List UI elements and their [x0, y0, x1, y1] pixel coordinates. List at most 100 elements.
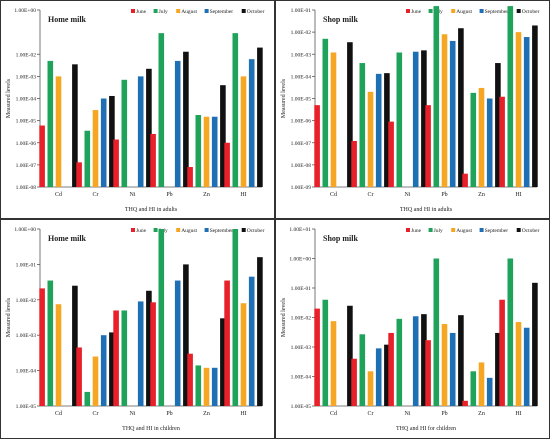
- y-tick-label: 1.00E-05: [16, 404, 37, 410]
- bar-october-cd: [72, 64, 78, 187]
- legend-label: July: [434, 228, 443, 234]
- legend-swatch: [516, 228, 521, 232]
- bar-october-ni: [421, 314, 427, 406]
- bar-october-cr: [109, 332, 115, 406]
- chart-title: Shop milk: [323, 15, 358, 24]
- bar-june-cd: [39, 125, 45, 187]
- bar-june-pb: [150, 302, 156, 406]
- legend-swatch: [204, 9, 209, 13]
- x-tick-label: Pb: [441, 411, 447, 417]
- bar-august-cd: [55, 304, 62, 406]
- y-axis-label: Measured levels: [6, 78, 12, 118]
- bar-june-zn: [462, 173, 468, 187]
- bar-october-cr: [384, 73, 390, 187]
- bar-august-cd: [330, 321, 337, 406]
- legend-swatch: [241, 228, 246, 232]
- legend-swatch: [153, 9, 158, 13]
- x-tick-label: Zn: [478, 192, 485, 198]
- bar-september-pb: [174, 280, 181, 406]
- bar-september-hi: [248, 59, 255, 188]
- bar-october-pb: [458, 315, 464, 406]
- x-axis-label: THQ and HI in children: [122, 426, 180, 432]
- legend-swatch: [406, 228, 410, 232]
- legend-swatch: [516, 9, 521, 13]
- bar-october-ni: [146, 290, 152, 406]
- bar-june-zn: [462, 400, 468, 406]
- y-axis-label: Measured levels: [281, 297, 287, 337]
- legend-swatch: [479, 9, 484, 13]
- x-tick-label: Cr: [368, 411, 374, 417]
- legend-label: August: [181, 228, 197, 234]
- chart-title: Shop milk: [323, 234, 358, 243]
- y-tick-label: 1.00E-01: [291, 286, 312, 292]
- bar-october-pb: [458, 28, 464, 188]
- bar-september-cr: [375, 73, 382, 187]
- legend-swatch: [176, 9, 181, 13]
- bar-june-zn: [187, 167, 193, 187]
- bar-october-pb: [183, 264, 189, 406]
- legend-swatch: [451, 228, 456, 232]
- x-tick-label: Pb: [166, 411, 172, 417]
- bar-october-pb: [183, 51, 189, 187]
- bar-september-hi: [523, 37, 530, 188]
- bar-september-ni: [412, 316, 419, 406]
- legend-label: October: [522, 228, 540, 234]
- x-axis-label: THQ and HI for children: [396, 425, 456, 432]
- bar-september-zn: [211, 367, 218, 406]
- legend-swatch: [176, 228, 181, 232]
- y-tick-label: 1.00E-04: [16, 369, 37, 375]
- bar-august-cr: [92, 110, 99, 187]
- bar-july-cr: [359, 334, 366, 406]
- y-tick-label: 1.00E-02: [16, 298, 37, 304]
- bar-september-cr: [100, 335, 107, 406]
- bar-august-hi: [515, 32, 522, 187]
- bar-july-pb: [158, 33, 165, 187]
- bar-june-cd: [314, 105, 320, 187]
- legend-label: September: [485, 228, 509, 234]
- x-tick-label: Ni: [130, 411, 136, 417]
- y-tick-label: 1.00E-08: [16, 185, 37, 191]
- y-tick-label: 1.00E-06: [16, 141, 37, 147]
- bar-september-ni: [412, 51, 419, 187]
- x-tick-label: Cr: [93, 411, 99, 417]
- bar-october-cr: [384, 344, 390, 406]
- legend-label: July: [159, 9, 168, 15]
- bar-august-hi: [240, 76, 247, 187]
- bar-july-cd: [47, 60, 54, 187]
- y-tick-label: 1.00E+00: [289, 257, 311, 263]
- x-tick-label: HI: [515, 411, 521, 417]
- bar-october-hi: [257, 257, 263, 406]
- x-tick-label: HI: [240, 192, 246, 198]
- bar-july-ni: [121, 79, 128, 187]
- chart-title: Home milk: [48, 15, 87, 24]
- bar-october-cd: [72, 285, 78, 406]
- bar-june-pb: [150, 133, 156, 187]
- legend-label: June: [411, 228, 422, 234]
- legend-label: June: [136, 228, 147, 234]
- bar-july-ni: [396, 318, 403, 406]
- legend-swatch: [241, 9, 246, 13]
- x-tick-label: Pb: [441, 192, 447, 198]
- x-axis-label: THQ and HI in adults: [400, 207, 453, 213]
- x-tick-label: Cd: [330, 192, 337, 198]
- y-tick-label: 1.00E-02: [291, 316, 312, 322]
- bar-june-ni: [113, 139, 119, 187]
- y-tick-label: 1.00E-09: [291, 185, 312, 191]
- bar-june-pb: [425, 340, 431, 406]
- legend-label: August: [456, 228, 472, 234]
- bar-october-hi: [532, 282, 538, 406]
- y-tick-label: 1.00E-07: [16, 163, 37, 169]
- y-tick-label: 1.00E-05: [291, 404, 312, 410]
- bar-october-cr: [109, 95, 115, 187]
- x-tick-label: Cd: [55, 411, 62, 417]
- chart-panel-1: 1.00E-08 1.00E-07 1.00E-06 1.00E-05 1.00E-04…: [0, 0, 275, 219]
- bar-june-cr: [351, 140, 357, 187]
- legend-label: August: [181, 9, 197, 15]
- bar-august-hi: [240, 303, 247, 406]
- legend-label: October: [247, 228, 265, 234]
- bar-october-zn: [495, 332, 501, 406]
- chart-panel-2: 1.00E-09 1.00E-08 1.00E-07 1.00E-06 1.00E-05…: [275, 0, 550, 219]
- legend-label: October: [522, 9, 540, 15]
- bar-june-ni: [388, 332, 394, 406]
